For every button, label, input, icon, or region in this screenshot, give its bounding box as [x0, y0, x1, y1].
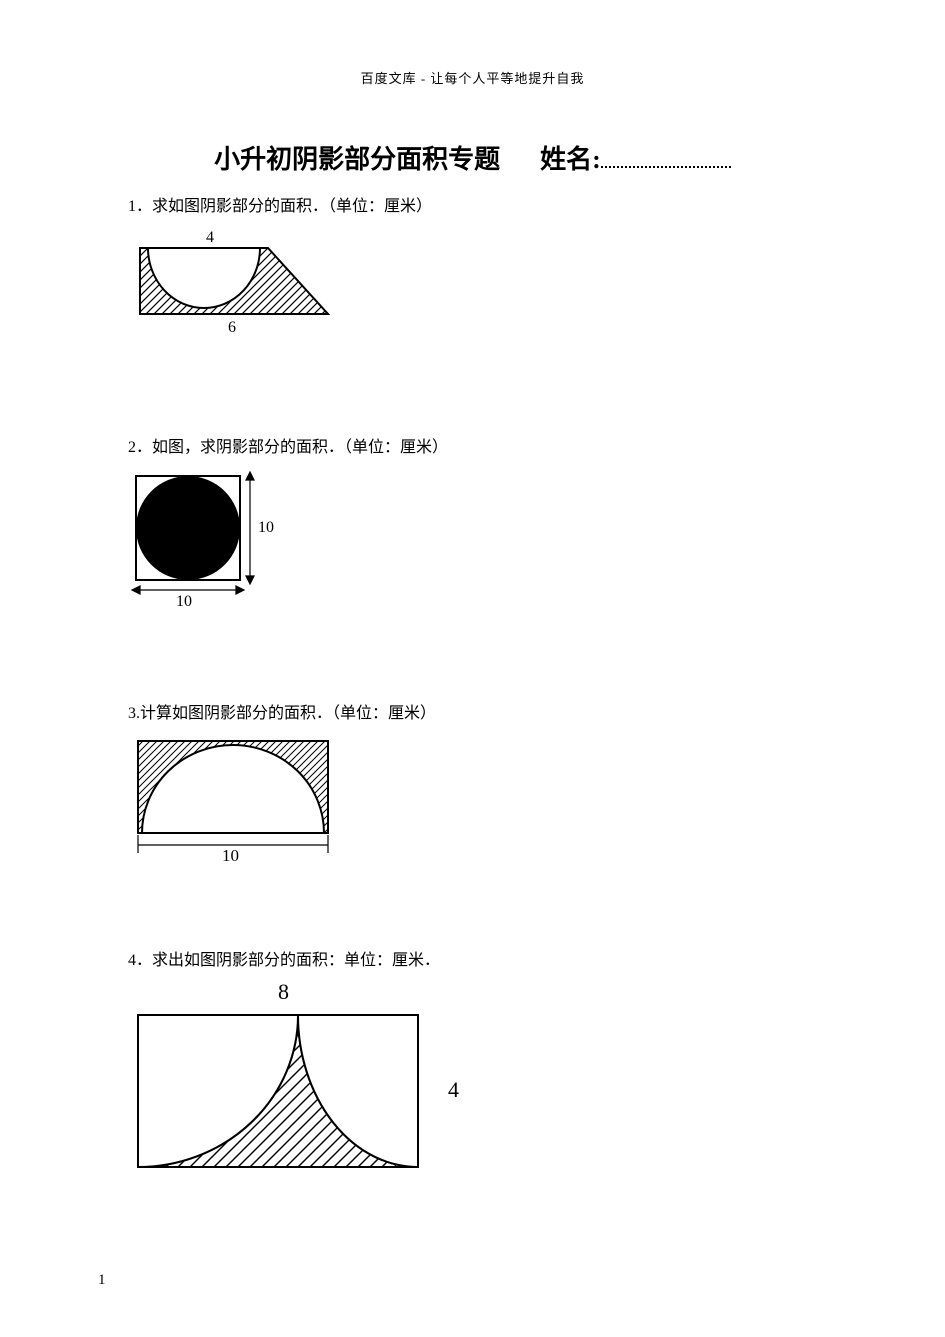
name-blank-line	[601, 166, 731, 168]
fig2-right-label: 10	[258, 519, 274, 536]
problem-2-text: 2．如图，求阴影部分的面积．（单位：厘米）	[128, 435, 845, 461]
main-title: 小升初阴影部分面积专题	[214, 139, 500, 176]
fig3-bottom-label: 10	[222, 846, 239, 865]
fig1-bottom-label: 6	[228, 319, 236, 336]
content-area: 1．求如图阴影部分的面积．（单位：厘米） 4 6	[0, 194, 945, 1192]
problem-1-body: 求如图阴影部分的面积．（单位：厘米）	[152, 198, 432, 215]
fig1-shape	[140, 248, 328, 314]
problem-3: 3.计算如图阴影部分的面积．（单位：厘米）	[128, 701, 845, 870]
problem-4-number: 4．	[128, 952, 152, 969]
problem-1-text: 1．求如图阴影部分的面积．（单位：厘米）	[128, 194, 845, 220]
title-row: 小升初阴影部分面积专题 姓名:	[0, 139, 945, 176]
problem-2-number: 2．	[128, 439, 152, 456]
fig2-right-dim	[246, 472, 254, 584]
name-label-text: 姓名:	[540, 145, 601, 174]
problem-4: 4．求出如图阴影部分的面积：单位：厘米． 8	[128, 948, 845, 1193]
problem-1-figure: 4 6	[128, 228, 845, 343]
problem-1: 1．求如图阴影部分的面积．（单位：厘米） 4 6	[128, 194, 845, 343]
problem-4-text: 4．求出如图阴影部分的面积：单位：厘米．	[128, 948, 845, 974]
name-label: 姓名:	[540, 139, 731, 176]
header-text: 百度文库 - 让每个人平等地提升自我	[361, 71, 585, 86]
problem-2-figure: 10 10	[128, 468, 845, 613]
problem-1-number: 1．	[128, 198, 152, 215]
fig4-right-label: 4	[448, 1077, 459, 1102]
problem-3-body: 计算如图阴影部分的面积．（单位：厘米）	[140, 705, 436, 722]
problem-2-body: 如图，求阴影部分的面积．（单位：厘米）	[152, 439, 448, 456]
fig1-top-label: 4	[206, 229, 214, 246]
fig2-shape	[136, 476, 240, 580]
problem-3-number: 3.	[128, 705, 140, 722]
fig4-shape	[138, 1015, 418, 1167]
problem-4-figure: 8	[128, 977, 845, 1192]
fig3-shape	[138, 741, 328, 833]
fig4-top-label: 8	[278, 979, 289, 1004]
problem-3-figure: 10	[128, 735, 845, 870]
page-number: 1	[98, 1272, 106, 1289]
problem-2: 2．如图，求阴影部分的面积．（单位：厘米） 10	[128, 435, 845, 614]
problem-3-text: 3.计算如图阴影部分的面积．（单位：厘米）	[128, 701, 845, 727]
page-header: 百度文库 - 让每个人平等地提升自我	[0, 0, 945, 87]
problem-4-body: 求出如图阴影部分的面积：单位：厘米．	[152, 952, 440, 969]
fig2-bottom-label: 10	[176, 593, 192, 608]
